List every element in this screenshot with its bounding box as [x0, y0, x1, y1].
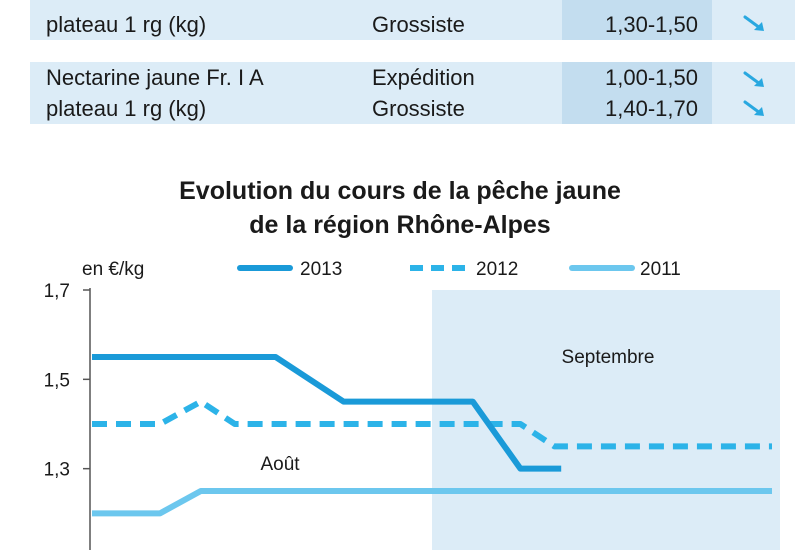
- chart-title-line2: de la région Rhône-Alpes: [249, 211, 551, 239]
- product-name-line2: plateau 1 rg (kg): [46, 12, 207, 37]
- series-line-2011: [92, 488, 772, 517]
- september-band: [432, 290, 780, 550]
- product-name-line2: plateau 1 rg (kg): [46, 96, 207, 121]
- annotation-aout: Août: [260, 454, 300, 475]
- legend-label-2011: 2011: [640, 259, 681, 280]
- y-tick-label: 1,3: [44, 460, 70, 481]
- chart-title: Evolution du cours de la pêche jaune de …: [0, 174, 800, 242]
- annotation-septembre: Septembre: [562, 347, 655, 368]
- trend-down-icon: [742, 14, 782, 34]
- price-table-row-2: Nectarine jaune Fr. I A plateau 1 rg (kg…: [30, 62, 795, 124]
- series-line-2013: [92, 354, 562, 472]
- price-column-bg: [562, 62, 712, 124]
- chart-series: [92, 354, 772, 517]
- price-table-row-1: plateau 1 rg (kg) Grossiste 1,30-1,50: [30, 0, 795, 40]
- price-range: 1,40-1,70: [605, 96, 698, 121]
- price-range: 1,30-1,50: [605, 12, 698, 37]
- trend-down-icon: [742, 70, 782, 90]
- product-name-line1: Nectarine jaune Fr. I A: [46, 65, 264, 90]
- y-axis-ticks: 1,11,31,51,7: [44, 281, 90, 550]
- legend-label-2012: 2012: [476, 259, 518, 280]
- y-axis-label: en €/kg: [82, 259, 144, 280]
- stage-label: Grossiste: [372, 96, 465, 121]
- stage-label: Expédition: [372, 65, 475, 90]
- stage-label: Grossiste: [372, 12, 465, 37]
- y-tick-label: 1,5: [44, 370, 70, 391]
- series-line-2012: [92, 398, 772, 450]
- price-column-bg: [562, 0, 712, 40]
- price-evolution-chart: 1,11,31,51,7 en €/kg 2013 2012 2011 Sept…: [44, 259, 780, 550]
- price-range: 1,00-1,50: [605, 65, 698, 90]
- trend-down-icon: [742, 99, 782, 119]
- chart-legend: 2013 2012 2011: [237, 259, 681, 280]
- y-tick-label: 1,7: [44, 281, 70, 302]
- legend-label-2013: 2013: [300, 259, 342, 280]
- chart-title-line1: Evolution du cours de la pêche jaune: [179, 177, 621, 205]
